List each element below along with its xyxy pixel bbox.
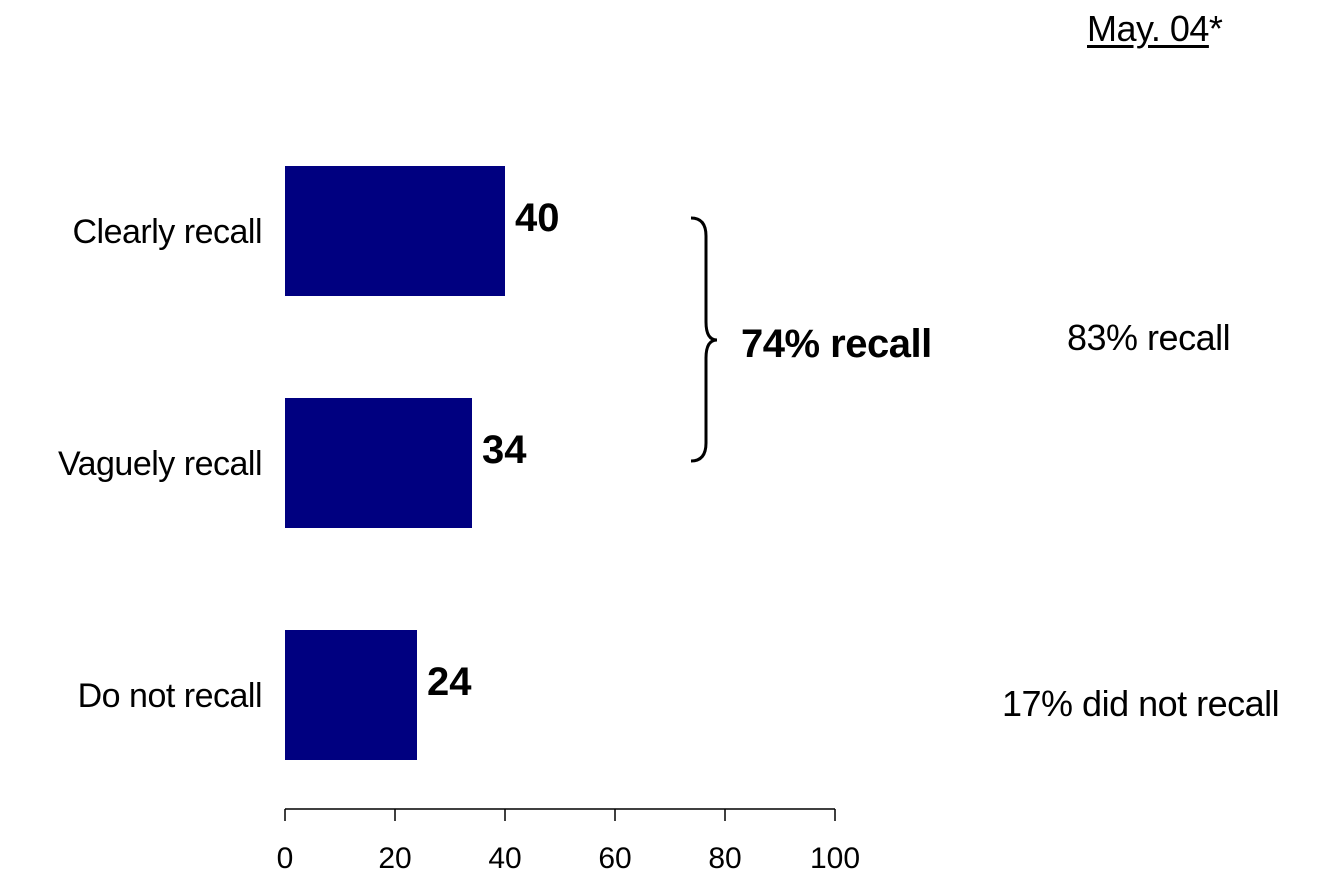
value-label-vaguely-recall: 34 xyxy=(482,428,527,472)
comparison-not-recall: 17% did not recall xyxy=(1002,683,1280,724)
x-tick-label-100: 100 xyxy=(810,842,860,875)
value-label-clearly-recall: 40 xyxy=(515,196,560,240)
category-label-do-not-recall: Do not recall xyxy=(78,677,262,715)
category-label-vaguely-recall: Vaguely recall xyxy=(58,445,262,483)
value-label-do-not-recall: 24 xyxy=(427,660,472,704)
bars-layer xyxy=(285,166,505,760)
x-tick-label-40: 40 xyxy=(488,842,521,875)
period-header: May. 04* xyxy=(1087,8,1223,50)
x-tick-label-60: 60 xyxy=(598,842,631,875)
x-axis: 0 20 40 60 80 100 xyxy=(277,808,860,875)
x-tick-label-0: 0 xyxy=(277,842,294,875)
period-label: May. 04 xyxy=(1087,8,1209,49)
x-tick-label-20: 20 xyxy=(378,842,411,875)
labels-layer: Clearly recall 40 Vaguely recall 34 Do not r… xyxy=(58,196,560,715)
bar-clearly-recall xyxy=(285,166,505,296)
bar-vaguely-recall xyxy=(285,398,472,528)
x-tick-label-80: 80 xyxy=(708,842,741,875)
category-label-clearly-recall: Clearly recall xyxy=(73,213,263,251)
footnote-mark: * xyxy=(1208,8,1223,49)
bracket-label: 74% recall xyxy=(741,322,932,366)
comparison-recall: 83% recall xyxy=(1067,317,1231,358)
bar-do-not-recall xyxy=(285,630,417,760)
recall-bracket xyxy=(690,216,718,463)
